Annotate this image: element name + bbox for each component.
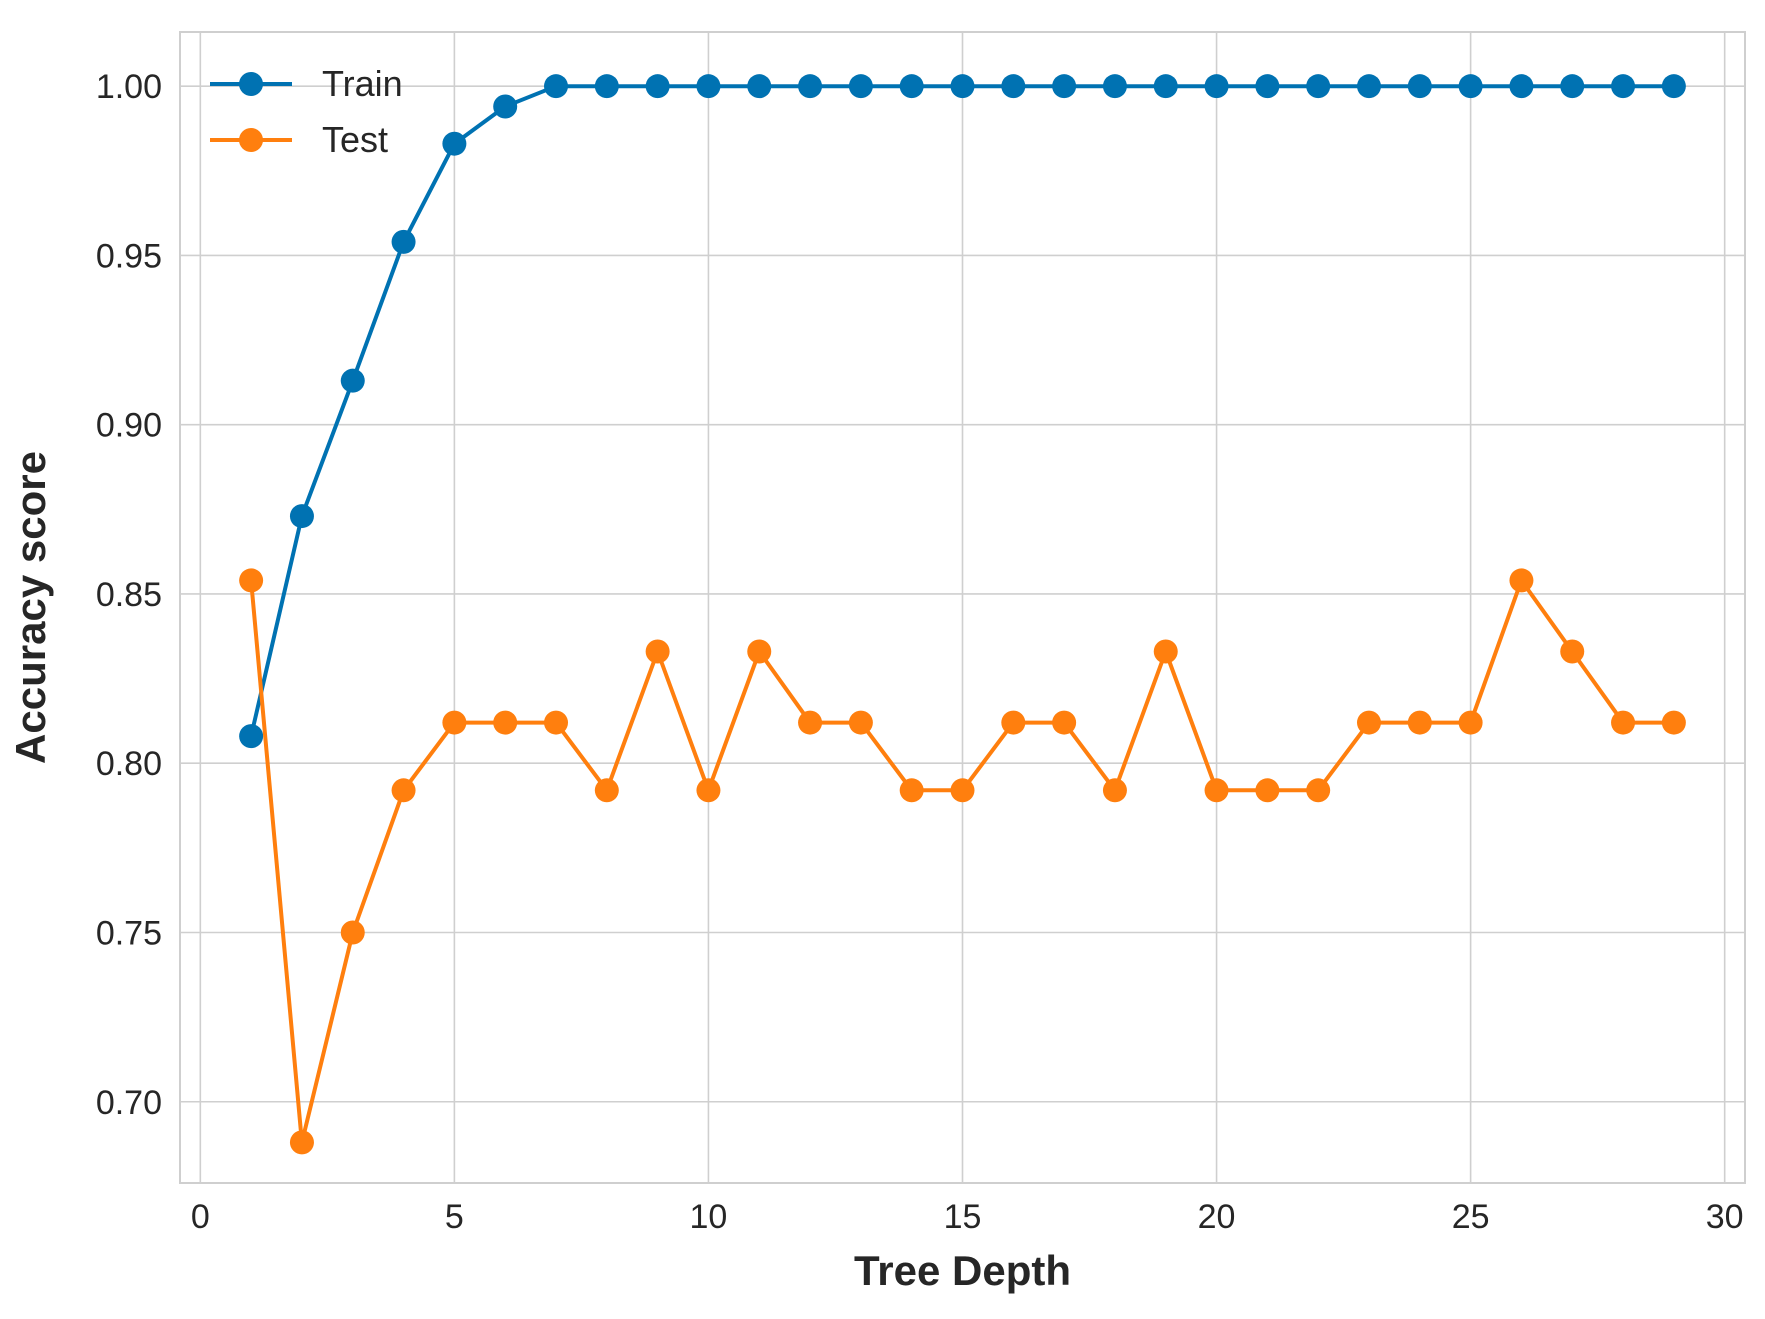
test-data-point — [594, 778, 619, 803]
test-data-point — [289, 1130, 314, 1155]
train-data-point — [798, 74, 823, 99]
train-data-point — [1509, 74, 1534, 99]
plot-area-frame — [179, 31, 1746, 1184]
test-data-point — [239, 568, 264, 593]
x-tick-label: 20 — [1198, 1198, 1236, 1236]
legend-label-test: Test — [322, 119, 388, 160]
x-tick-label: 5 — [445, 1198, 464, 1236]
train-data-point — [1356, 74, 1381, 99]
train-data-point — [289, 504, 314, 529]
test-data-point — [442, 710, 467, 735]
train-data-point — [645, 74, 670, 99]
train-data-point — [1407, 74, 1432, 99]
test-data-point — [1560, 639, 1585, 664]
legend-marker-train — [239, 72, 263, 96]
legend-item-train: Train — [210, 63, 403, 104]
test-data-point — [1661, 710, 1686, 735]
x-tick-label: 10 — [690, 1198, 728, 1236]
test-data-point — [1458, 710, 1483, 735]
train-data-point — [442, 131, 467, 156]
test-data-point — [848, 710, 873, 735]
test-data-point — [1509, 568, 1534, 593]
test-data-point — [340, 920, 365, 945]
train-data-point — [950, 74, 975, 99]
train-data-point — [1611, 74, 1636, 99]
train-data-point — [1102, 74, 1127, 99]
test-data-point — [696, 778, 721, 803]
test-data-point — [544, 710, 569, 735]
test-data-point — [1102, 778, 1127, 803]
test-data-point — [645, 639, 670, 664]
y-tick-label: 0.85 — [96, 576, 162, 614]
test-data-point — [493, 710, 518, 735]
series-test — [239, 568, 1686, 1155]
train-data-point — [1661, 74, 1686, 99]
train-data-point — [1306, 74, 1331, 99]
x-tick-label: 30 — [1706, 1198, 1744, 1236]
train-data-point — [594, 74, 619, 99]
test-data-point — [1407, 710, 1432, 735]
test-data-point — [1611, 710, 1636, 735]
train-data-point — [848, 74, 873, 99]
train-data-point — [899, 74, 924, 99]
legend-marker-test — [239, 128, 263, 152]
x-tick-label: 15 — [944, 1198, 982, 1236]
test-data-point — [1255, 778, 1280, 803]
test-data-point — [1306, 778, 1331, 803]
train-data-point — [1458, 74, 1483, 99]
train-data-point — [1001, 74, 1026, 99]
test-data-point — [798, 710, 823, 735]
train-data-point — [696, 74, 721, 99]
series-train — [239, 74, 1686, 749]
train-data-point — [391, 229, 416, 254]
series-layer — [239, 74, 1686, 1155]
test-data-point — [950, 778, 975, 803]
x-tick-label: 0 — [191, 1198, 210, 1236]
test-data-point — [391, 778, 416, 803]
train-data-point — [1052, 74, 1077, 99]
test-data-point — [899, 778, 924, 803]
legend-label-train: Train — [322, 63, 403, 104]
train-data-point — [493, 94, 518, 119]
test-data-point — [1001, 710, 1026, 735]
legend-item-test: Test — [210, 119, 388, 160]
y-tick-label: 1.00 — [96, 68, 162, 106]
tick-labels: 0 5 10 15 20 25 30 0.70 0.75 0.80 0.85 0.90 0.95 1.00 — [96, 68, 1744, 1236]
train-data-point — [239, 724, 264, 749]
x-axis-title: Tree Depth — [854, 1247, 1071, 1294]
test-data-point — [1052, 710, 1077, 735]
y-tick-label: 0.95 — [96, 237, 162, 275]
y-tick-label: 0.80 — [96, 745, 162, 783]
train-data-point — [1560, 74, 1585, 99]
y-tick-label: 0.70 — [96, 1084, 162, 1122]
train-data-point — [1255, 74, 1280, 99]
y-tick-label: 0.90 — [96, 407, 162, 445]
y-tick-label: 0.75 — [96, 914, 162, 952]
test-data-point — [1356, 710, 1381, 735]
train-data-point — [340, 368, 365, 393]
test-data-point — [1153, 639, 1178, 664]
y-axis-title: Accuracy score — [7, 451, 54, 764]
train-data-point — [1153, 74, 1178, 99]
train-data-point — [747, 74, 772, 99]
test-data-point — [747, 639, 772, 664]
test-data-point — [1204, 778, 1229, 803]
x-tick-label: 25 — [1452, 1198, 1490, 1236]
train-data-point — [1204, 74, 1229, 99]
train-data-point — [544, 74, 569, 99]
legend: Train Test — [210, 63, 403, 160]
